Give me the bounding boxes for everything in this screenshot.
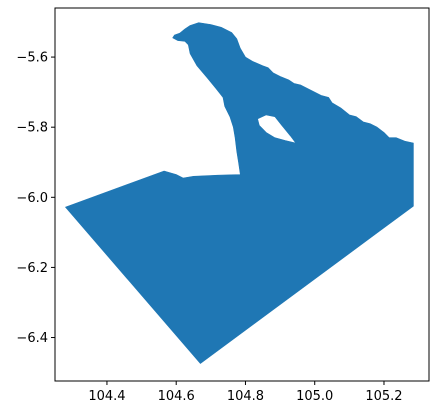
y-tick-label: −6.4 — [16, 331, 48, 346]
x-tick-label: 104.6 — [158, 389, 195, 404]
axes-frame — [54, 7, 430, 382]
x-tick-label: 105.0 — [296, 389, 333, 404]
x-tick-label: 104.4 — [88, 389, 125, 404]
y-tick-label: −6.2 — [16, 261, 48, 276]
y-axis: −5.6 −5.8 −6.0 −6.2 −6.4 — [16, 51, 55, 346]
map-region-layer — [65, 22, 414, 364]
x-tick-label: 104.8 — [227, 389, 264, 404]
y-tick-label: −6.0 — [16, 191, 48, 206]
x-axis: 104.4 104.6 104.8 105.0 105.2 — [88, 381, 403, 404]
axes-spines — [54, 7, 430, 382]
x-tick-label: 105.2 — [365, 389, 402, 404]
map-region-0 — [65, 22, 414, 364]
y-tick-label: −5.6 — [16, 51, 48, 66]
y-tick-label: −5.8 — [16, 121, 48, 136]
